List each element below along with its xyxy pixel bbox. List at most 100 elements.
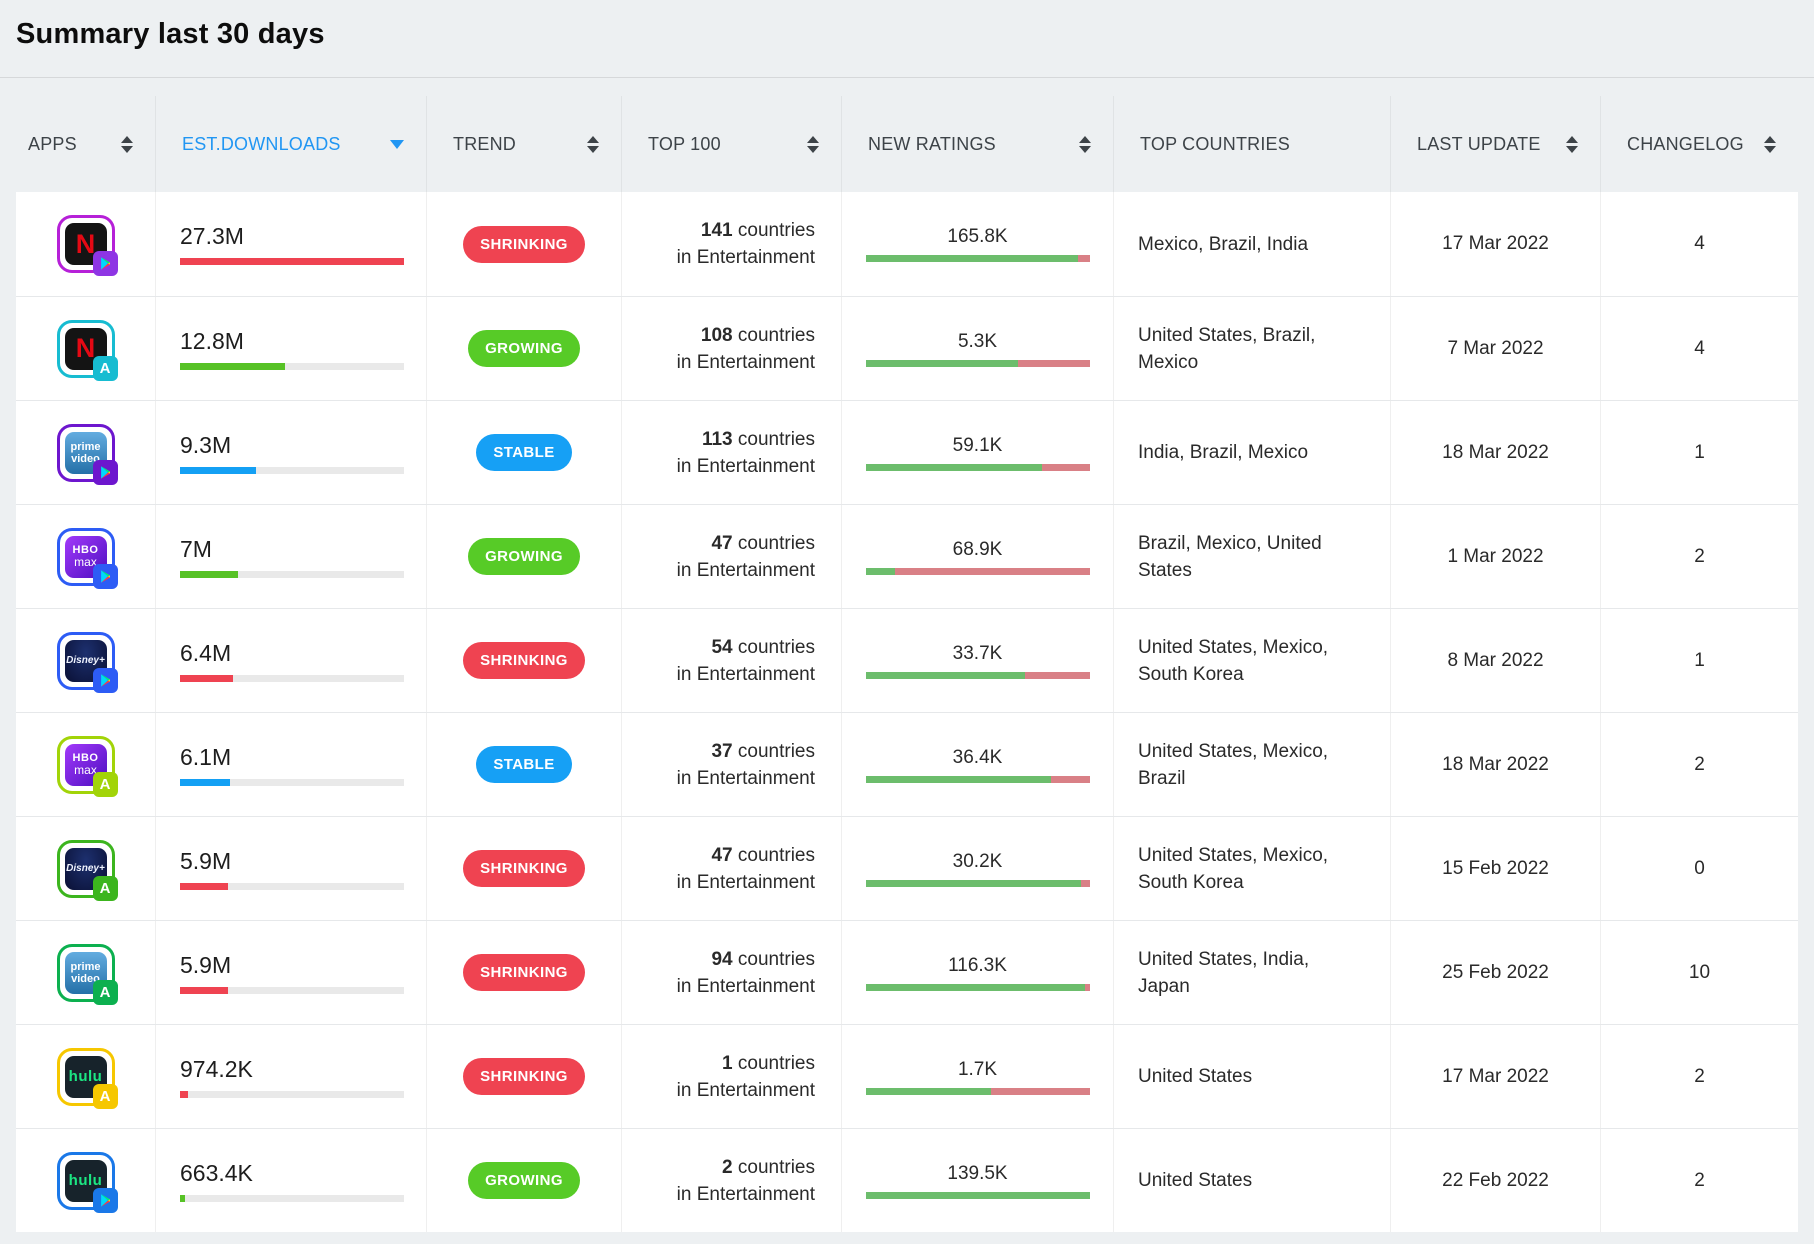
last-update-date: 18 Mar 2022 [1390,713,1600,816]
downloads-bar-track [180,570,404,578]
column-header-trend[interactable]: TREND [426,96,621,192]
ratings-bar-positive [865,671,1025,679]
store-badge [92,459,118,485]
top100-cell: 141 countries in Entertainment [621,192,841,296]
app-icon[interactable]: prime video A [56,943,118,1005]
table-row: HBO max 7M GROWI [16,504,1798,608]
top100-category: in Entertainment [676,767,815,789]
ratings-bar-positive [865,775,1052,783]
top100-category: in Entertainment [676,455,815,477]
ratings-bar-positive [865,359,1018,367]
sort-icon[interactable] [807,135,819,153]
downloads-bar-fill [180,1194,186,1202]
app-store-icon: A [99,983,111,1001]
top100-category: in Entertainment [676,1183,815,1205]
trend-badge: SHRINKING [463,225,585,263]
changelog-count: 2 [1600,713,1798,816]
ratings-bar [865,1087,1090,1095]
ratings-value: 59.1K [952,434,1003,456]
store-badge: A [92,771,118,797]
top100-cell: 113 countries in Entertainment [621,401,841,504]
app-icon[interactable]: N A [56,319,118,381]
column-header-changelog[interactable]: CHANGELOG [1600,96,1798,192]
top100-cell: 2 countries in Entertainment [621,1129,841,1232]
top-countries: United States, Brazil, Mexico [1113,297,1390,400]
last-update-date: 17 Mar 2022 [1390,1025,1600,1128]
top-countries: Mexico, Brazil, India [1113,192,1390,296]
downloads-bar-fill [180,674,233,682]
trend-badge: SHRINKING [463,1058,585,1095]
app-icon[interactable]: HBO max A [56,735,118,797]
top-countries: Brazil, Mexico, United States [1113,505,1390,608]
top100-cell: 1 countries in Entertainment [621,1025,841,1128]
column-header-est-downloads[interactable]: EST.DOWNLOADS [155,96,426,192]
ratings-bar-positive [865,463,1043,471]
top100-word: countries [737,532,815,554]
table-header: APPS EST.DOWNLOADS TREND TOP 100 NEW RAT… [16,78,1798,192]
column-label: APPS [28,133,77,154]
changelog-count: 10 [1600,921,1798,1024]
downloads-bar-fill [180,1090,189,1098]
column-header-apps[interactable]: APPS [16,96,155,192]
top100-category: in Entertainment [676,559,815,581]
column-header-new-ratings[interactable]: NEW RATINGS [841,96,1113,192]
sort-icon[interactable] [587,135,599,153]
top100-count: 47 [711,844,733,866]
ratings-bar [865,1191,1090,1199]
last-update-date: 17 Mar 2022 [1390,192,1600,296]
downloads-bar-track [180,674,404,682]
downloads-bar-track [180,362,404,370]
ratings-value: 139.5K [947,1162,1008,1184]
sort-icon[interactable] [1764,135,1776,153]
changelog-count: 4 [1600,297,1798,400]
store-badge [92,563,118,589]
downloads-bar-track [180,258,404,265]
top100-cell: 47 countries in Entertainment [621,817,841,920]
trend-badge: GROWING [468,1162,580,1199]
top100-cell: 47 countries in Entertainment [621,505,841,608]
app-icon[interactable]: Disney+ [56,631,118,693]
table-body: N 27.3M SHRINKI [16,192,1798,1232]
ratings-value: 68.9K [952,538,1003,560]
app-icon[interactable]: prime video [56,423,118,485]
table-row: hulu 663.4K GRO [16,1128,1798,1232]
last-update-date: 18 Mar 2022 [1390,401,1600,504]
top100-category: in Entertainment [676,247,815,268]
ratings-bar-positive [865,1087,991,1095]
downloads-bar-track [180,778,404,786]
top100-count: 108 [700,324,733,346]
trend-badge: STABLE [476,746,572,783]
sort-icon[interactable] [121,135,133,153]
last-update-date: 25 Feb 2022 [1390,921,1600,1024]
store-badge [92,1187,118,1213]
app-icon[interactable]: HBO max [56,527,118,589]
downloads-bar-track [180,986,404,994]
top100-count: 94 [711,948,733,970]
changelog-count: 1 [1600,401,1798,504]
app-icon[interactable]: hulu A [56,1047,118,1109]
sort-icon[interactable] [1079,135,1091,153]
app-logo-text: Disney+ [66,654,105,666]
ratings-bar [865,775,1090,783]
downloads-bar-track [180,1194,404,1202]
app-icon[interactable]: N [56,215,118,276]
top100-word: countries [737,636,815,658]
downloads-value: 6.1M [180,743,232,770]
page-title: Summary last 30 days [16,18,325,50]
column-header-top-100[interactable]: TOP 100 [621,96,841,192]
store-badge: A [92,1083,118,1109]
app-icon[interactable]: Disney+ A [56,839,118,901]
ratings-value: 36.4K [952,746,1003,768]
app-icon[interactable]: hulu [56,1151,118,1213]
downloads-value: 27.3M [180,223,244,249]
top-countries: United States [1113,1129,1390,1232]
sort-desc-icon[interactable] [390,139,404,149]
sort-icon[interactable] [1566,135,1578,153]
top100-category: in Entertainment [676,351,815,373]
ratings-value: 30.2K [952,850,1003,872]
summary-table: APPS EST.DOWNLOADS TREND TOP 100 NEW RAT… [16,78,1798,1232]
downloads-bar-track [180,466,404,474]
column-header-last-update[interactable]: LAST UPDATE [1390,96,1600,192]
column-label: EST.DOWNLOADS [182,133,341,154]
top-countries: United States, Mexico, South Korea [1113,817,1390,920]
